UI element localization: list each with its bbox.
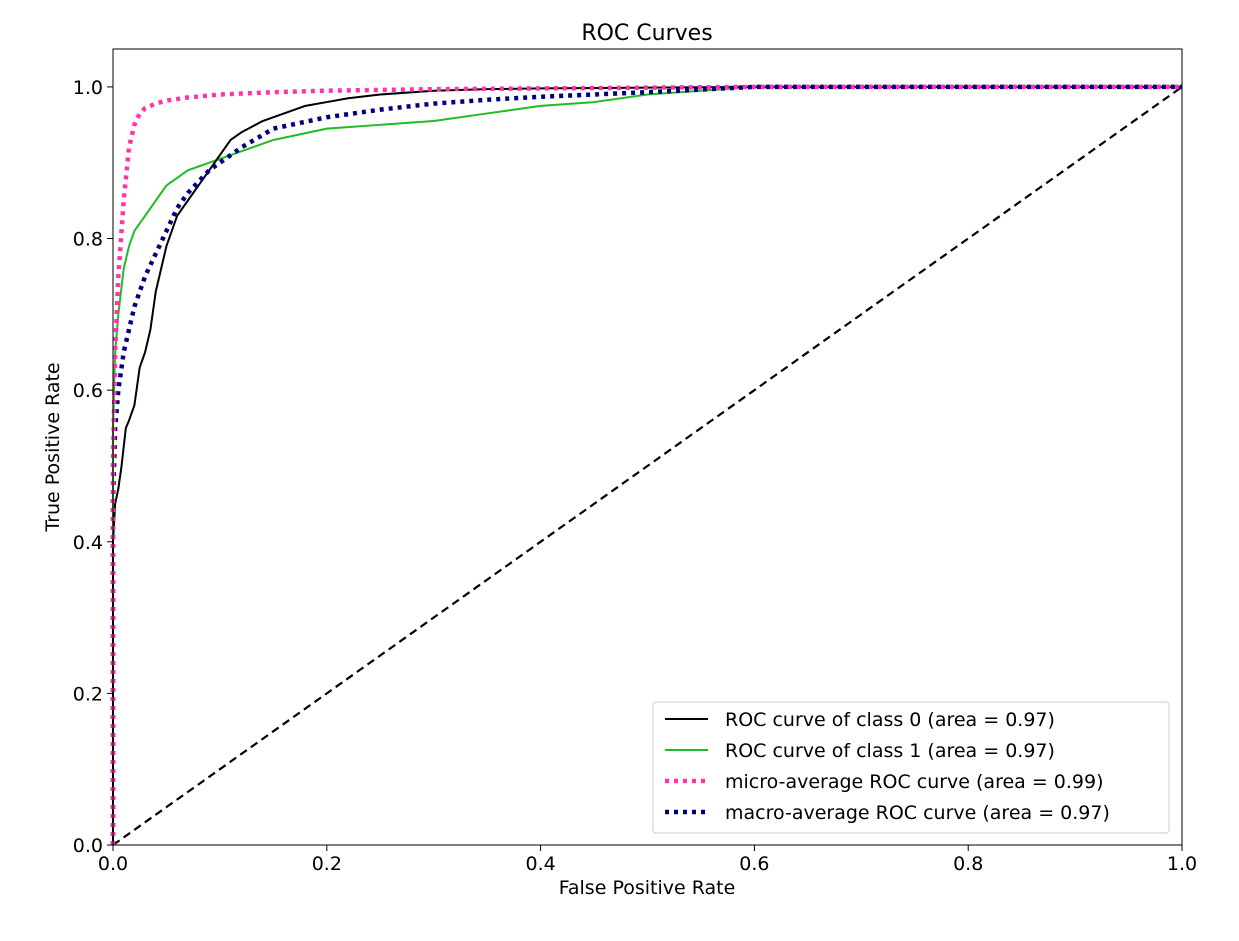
x-axis-label: False Positive Rate [559,877,736,899]
y-tick-label: 0.8 [73,229,103,251]
series-line-3 [110,84,1182,845]
plot-frame [112,48,1183,846]
x-tick-label: 0.2 [312,853,342,875]
legend-entry: macro-average ROC curve (area = 0.97) [725,802,1110,824]
y-tick-label: 0.6 [73,380,103,402]
y-ticks: 0.0 0.2 0.4 0.6 0.8 1.0 [73,77,113,857]
x-tick-label: 0.8 [953,853,983,875]
legend-entry: ROC curve of class 1 (area = 0.97) [725,740,1055,762]
legend-entry: micro-average ROC curve (area = 0.99) [725,771,1104,793]
y-tick-label: 0.4 [73,532,103,554]
series-line-2 [110,84,1182,845]
x-ticks: 0.0 0.2 0.4 0.6 0.8 1.0 [98,845,1197,875]
plot-area [110,48,1183,846]
y-tick-label: 0.2 [73,683,103,705]
y-axis-label: True Positive Rate [42,362,64,532]
legend-entry: ROC curve of class 0 (area = 0.97) [725,709,1055,731]
series-layer [110,84,1183,846]
series-line-0 [112,85,1182,845]
x-tick-label: 0.4 [525,853,555,875]
y-tick-label: 0.0 [73,835,103,857]
x-tick-label: 0.0 [98,853,128,875]
x-tick-label: 0.6 [739,853,769,875]
chance-diagonal-line [112,86,1183,846]
chart-title: ROC Curves [581,21,712,46]
y-tick-label: 1.0 [73,77,103,99]
legend-box [652,701,1170,834]
legend: ROC curve of class 0 (area = 0.97) ROC cu… [652,701,1170,834]
x-tick-label: 1.0 [1167,853,1197,875]
